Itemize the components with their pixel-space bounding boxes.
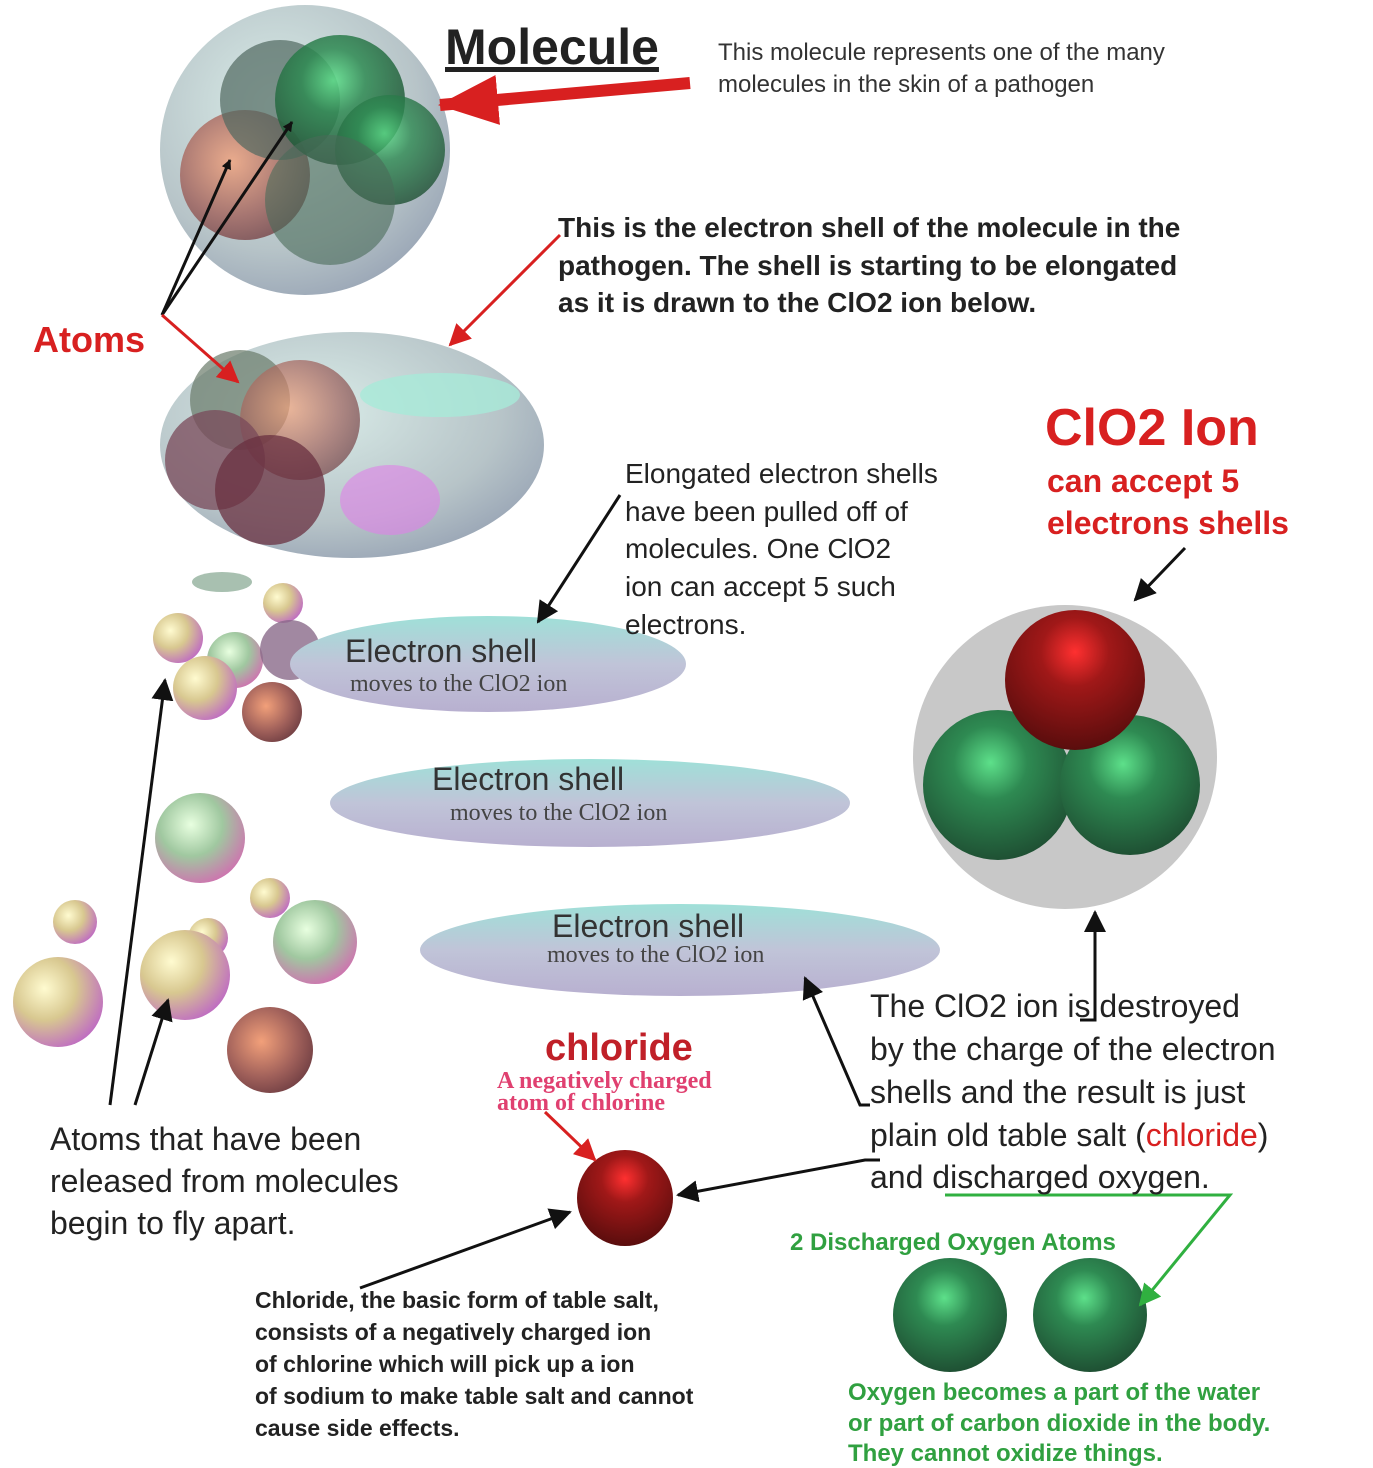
oxygen-label: 2 Discharged Oxygen Atoms (790, 1229, 1116, 1256)
shell-note: This is the electron shell of the molecu… (558, 212, 1180, 318)
note-line: consists of a negatively charged ion (255, 1319, 651, 1345)
oxygen-note: Oxygen becomes a part of the water or pa… (848, 1379, 1270, 1467)
note-line: This is the electron shell of the molecu… (558, 212, 1180, 243)
ion-subtitle: electrons shells (1047, 505, 1289, 541)
note-line: as it is drawn to the ClO2 ion below. (558, 287, 1036, 318)
shell-label: Electron shell (432, 761, 624, 797)
oxygen-atom (1033, 1258, 1147, 1372)
ion-subtitle: can accept 5 (1047, 463, 1239, 499)
shell-label: Electron shell (345, 633, 537, 669)
note-line: Atoms that have been (50, 1121, 361, 1157)
note-line: ion can accept 5 such (625, 571, 896, 602)
note-line: plain old table salt (chloride) (870, 1117, 1268, 1153)
note-line: pathogen. The shell is starting to be el… (558, 250, 1177, 281)
note-line: molecules. One ClO2 (625, 533, 891, 564)
note-line: cause side effects. (255, 1415, 460, 1441)
diagram: Molecule This molecule represents one of… (0, 0, 1373, 1468)
note-line: molecules in the skin of a pathogen (718, 71, 1094, 98)
chloride-sub: atom of chlorine (497, 1090, 665, 1116)
shell-sub: moves to the ClO2 ion (350, 671, 567, 697)
note-line: They cannot oxidize things. (848, 1440, 1163, 1467)
note-line: and discharged oxygen. (870, 1159, 1210, 1195)
note-part: ) (1258, 1117, 1269, 1153)
shell-label: Electron shell (552, 908, 744, 944)
note-highlight: chloride (1146, 1117, 1258, 1153)
note-line: by the charge of the electron (870, 1031, 1276, 1067)
note-line: begin to fly apart. (50, 1205, 295, 1241)
elongated-note: Elongated electron shells have been pull… (625, 458, 938, 640)
note-line: have been pulled off of (625, 496, 908, 527)
note-line: Chloride, the basic form of table salt, (255, 1287, 659, 1313)
destroyed-note: The ClO2 ion is destroyed by the charge … (870, 988, 1276, 1195)
note-line: of sodium to make table salt and cannot (255, 1383, 694, 1409)
note-line: Oxygen becomes a part of the water (848, 1379, 1260, 1406)
note-line: Elongated electron shells (625, 458, 938, 489)
note-line: of chlorine which will pick up a ion (255, 1351, 635, 1377)
chloride-atom (577, 1150, 673, 1246)
note-line: shells and the result is just (870, 1074, 1245, 1110)
chloride-note: Chloride, the basic form of table salt, … (255, 1287, 694, 1441)
ion-title: ClO2 Ion (1045, 399, 1259, 457)
clo2-ion-graphic (913, 605, 1217, 909)
note-line: released from molecules (50, 1163, 399, 1199)
note-line: This molecule represents one of the many (718, 39, 1165, 66)
note-part: plain old table salt ( (870, 1117, 1146, 1153)
shell-sub: moves to the ClO2 ion (450, 800, 667, 826)
atoms-label: Atoms (33, 319, 145, 360)
note-line: electrons. (625, 609, 746, 640)
shell-sub: moves to the ClO2 ion (547, 942, 764, 968)
released-note: Atoms that have been released from molec… (50, 1121, 399, 1241)
note-line: or part of carbon dioxide in the body. (848, 1410, 1270, 1437)
title: Molecule (445, 19, 659, 75)
molecule-note: This molecule represents one of the many… (718, 39, 1165, 98)
oxygen-atom (893, 1258, 1007, 1372)
note-line: The ClO2 ion is destroyed (870, 988, 1240, 1024)
chloride-title: chloride (545, 1027, 693, 1069)
